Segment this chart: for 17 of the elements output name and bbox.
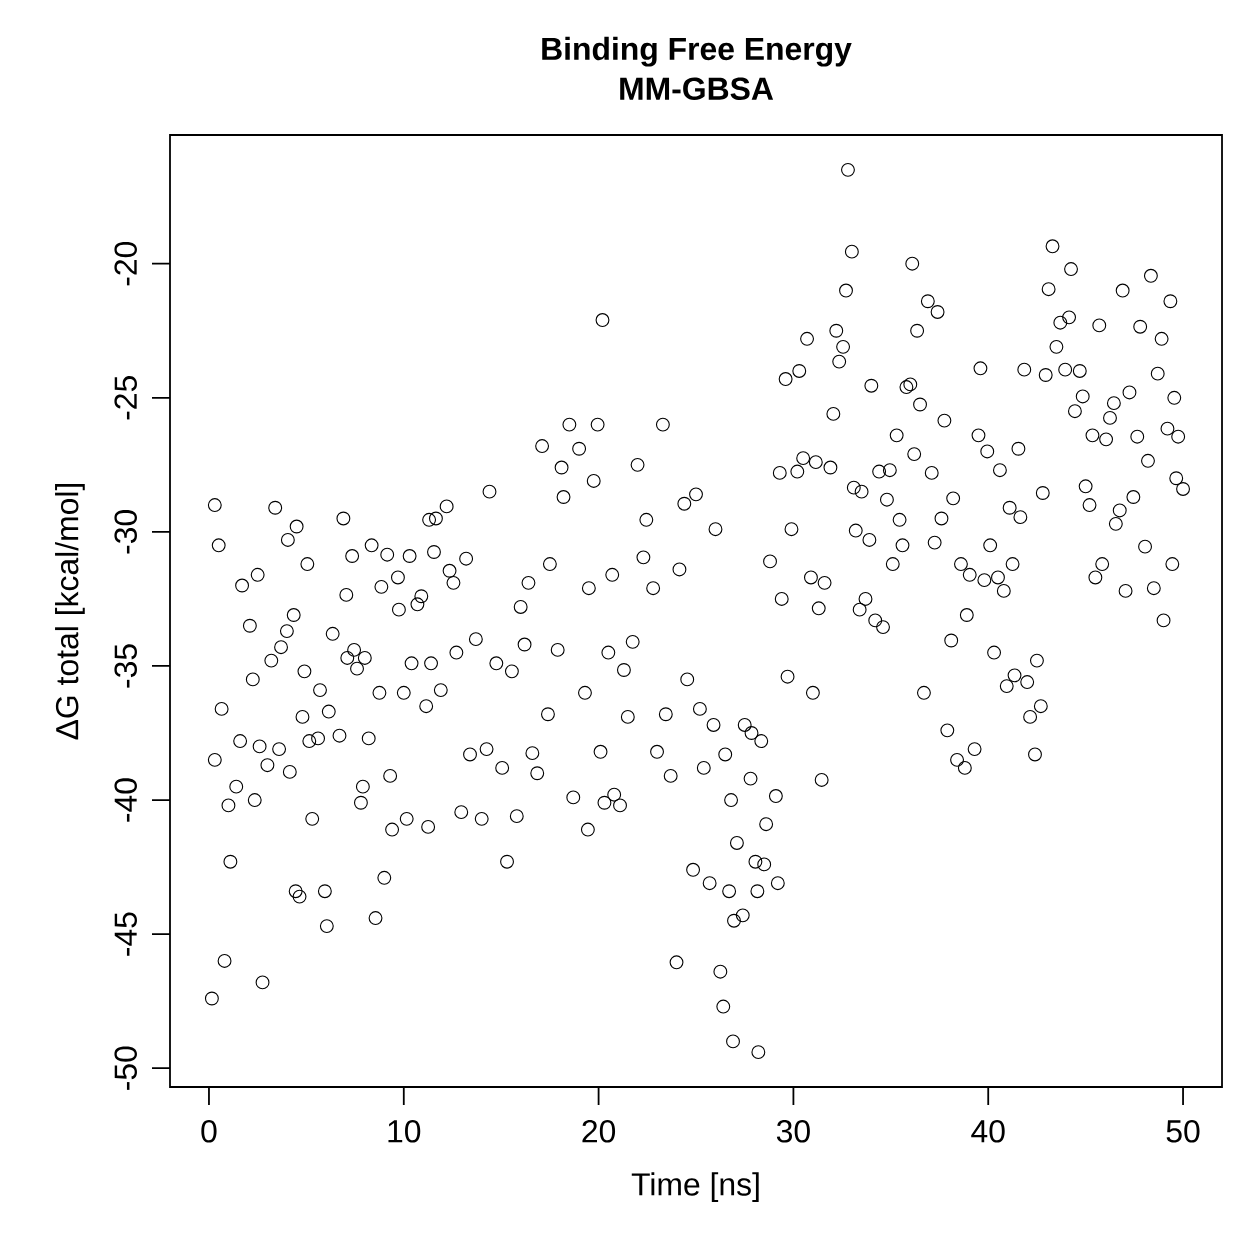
- y-tick-label: -50: [114, 1046, 137, 1090]
- x-axis-title: Time [ns]: [631, 1172, 759, 1202]
- x-tick-label: 30: [776, 1120, 810, 1143]
- x-tick-label: 10: [388, 1120, 421, 1143]
- y-axis-title: ΔG total [kcal/mol]: [55, 483, 85, 740]
- y-tick-label: -20: [114, 241, 137, 286]
- x-tick-label: 50: [1166, 1120, 1200, 1143]
- x-tick-label: 0: [201, 1120, 217, 1143]
- y-tick-label: -40: [114, 778, 137, 822]
- y-tick-label: -35: [114, 644, 137, 688]
- chart-subtitle: MM-GBSA: [620, 77, 774, 101]
- chart-title: Binding Free Energy: [542, 36, 852, 67]
- x-tick-label: 20: [582, 1120, 616, 1143]
- y-tick-label: -30: [114, 510, 137, 554]
- y-tick-label: -25: [114, 376, 137, 420]
- y-tick-label: -45: [114, 912, 137, 956]
- x-tick-label: 40: [971, 1120, 1005, 1143]
